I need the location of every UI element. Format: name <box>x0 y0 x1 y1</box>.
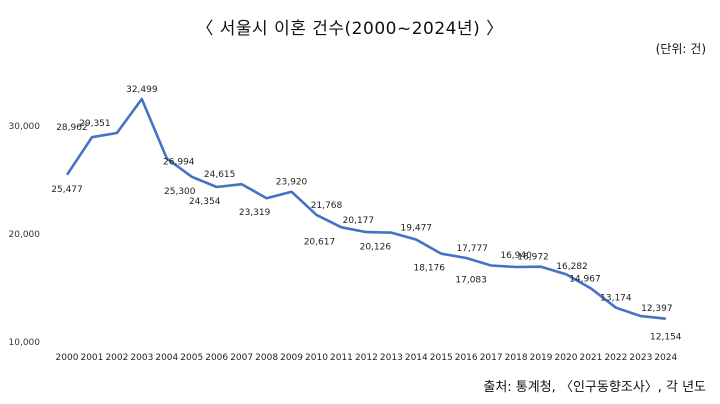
data-label: 12,397 <box>641 304 673 314</box>
y-axis-ticks: 10,000 20,000 30,000 <box>9 122 41 348</box>
data-label: 25,300 <box>164 187 196 197</box>
x-tick-label: 2014 <box>405 353 428 363</box>
data-label: 20,617 <box>304 237 336 247</box>
data-label: 20,126 <box>360 243 392 253</box>
x-tick-label: 2008 <box>255 353 278 363</box>
data-label: 17,777 <box>456 244 488 254</box>
data-label: 28,962 <box>56 123 88 133</box>
x-tick-label: 2012 <box>355 353 378 363</box>
x-tick-label: 2004 <box>155 353 178 363</box>
x-tick-label: 2019 <box>530 353 553 363</box>
data-label: 24,615 <box>204 170 236 180</box>
y-tick-label: 30,000 <box>9 122 41 132</box>
x-axis-ticks: 2000 2001 2002 2003 2004 2005 2006 2007 2008 2009… <box>56 353 678 363</box>
x-tick-label: 2023 <box>629 353 652 363</box>
data-label: 26,994 <box>163 157 195 167</box>
data-label: 16,282 <box>556 262 588 272</box>
x-tick-label: 2021 <box>579 353 602 363</box>
data-label: 12,154 <box>650 333 682 343</box>
x-tick-label: 2006 <box>205 353 228 363</box>
data-label: 19,477 <box>401 224 433 234</box>
x-tick-label: 2013 <box>380 353 403 363</box>
x-tick-label: 2024 <box>654 353 677 363</box>
data-label: 13,174 <box>600 294 632 304</box>
x-tick-label: 2000 <box>56 353 79 363</box>
data-label: 21,768 <box>311 201 343 211</box>
x-tick-label: 2015 <box>430 353 453 363</box>
x-tick-label: 2020 <box>555 353 578 363</box>
x-tick-label: 2002 <box>105 353 128 363</box>
x-tick-label: 2003 <box>130 353 153 363</box>
data-label: 32,499 <box>126 85 158 95</box>
y-tick-label: 10,000 <box>9 338 41 348</box>
data-label: 20,177 <box>343 216 375 226</box>
x-tick-label: 2010 <box>305 353 328 363</box>
data-label: 25,477 <box>51 185 83 195</box>
data-label: 29,351 <box>79 119 111 129</box>
x-tick-label: 2017 <box>480 353 503 363</box>
x-tick-label: 2011 <box>330 353 353 363</box>
chart-title: 〈 서울시 이혼 건수(2000~2024년) 〉 <box>196 19 504 39</box>
x-tick-label: 2018 <box>505 353 528 363</box>
data-label: 16,940 <box>500 251 532 261</box>
x-tick-label: 2001 <box>80 353 103 363</box>
data-label: 23,920 <box>276 178 308 188</box>
x-tick-label: 2005 <box>180 353 203 363</box>
x-tick-label: 2022 <box>604 353 627 363</box>
x-tick-label: 2016 <box>455 353 478 363</box>
unit-label: (단위: 건) <box>655 42 706 56</box>
data-label: 14,967 <box>569 274 601 284</box>
data-label: 24,354 <box>189 197 221 207</box>
x-tick-label: 2007 <box>230 353 253 363</box>
source-note: 출처: 통계청, 〈인구동향조사〉, 각 년도 <box>483 380 706 395</box>
x-tick-label: 2009 <box>280 353 303 363</box>
series-line <box>65 97 666 320</box>
data-label: 17,083 <box>455 276 487 286</box>
data-label: 16,972 <box>517 253 549 263</box>
data-label: 23,319 <box>239 208 271 218</box>
data-label: 18,176 <box>414 264 446 274</box>
y-tick-label: 20,000 <box>9 230 41 240</box>
